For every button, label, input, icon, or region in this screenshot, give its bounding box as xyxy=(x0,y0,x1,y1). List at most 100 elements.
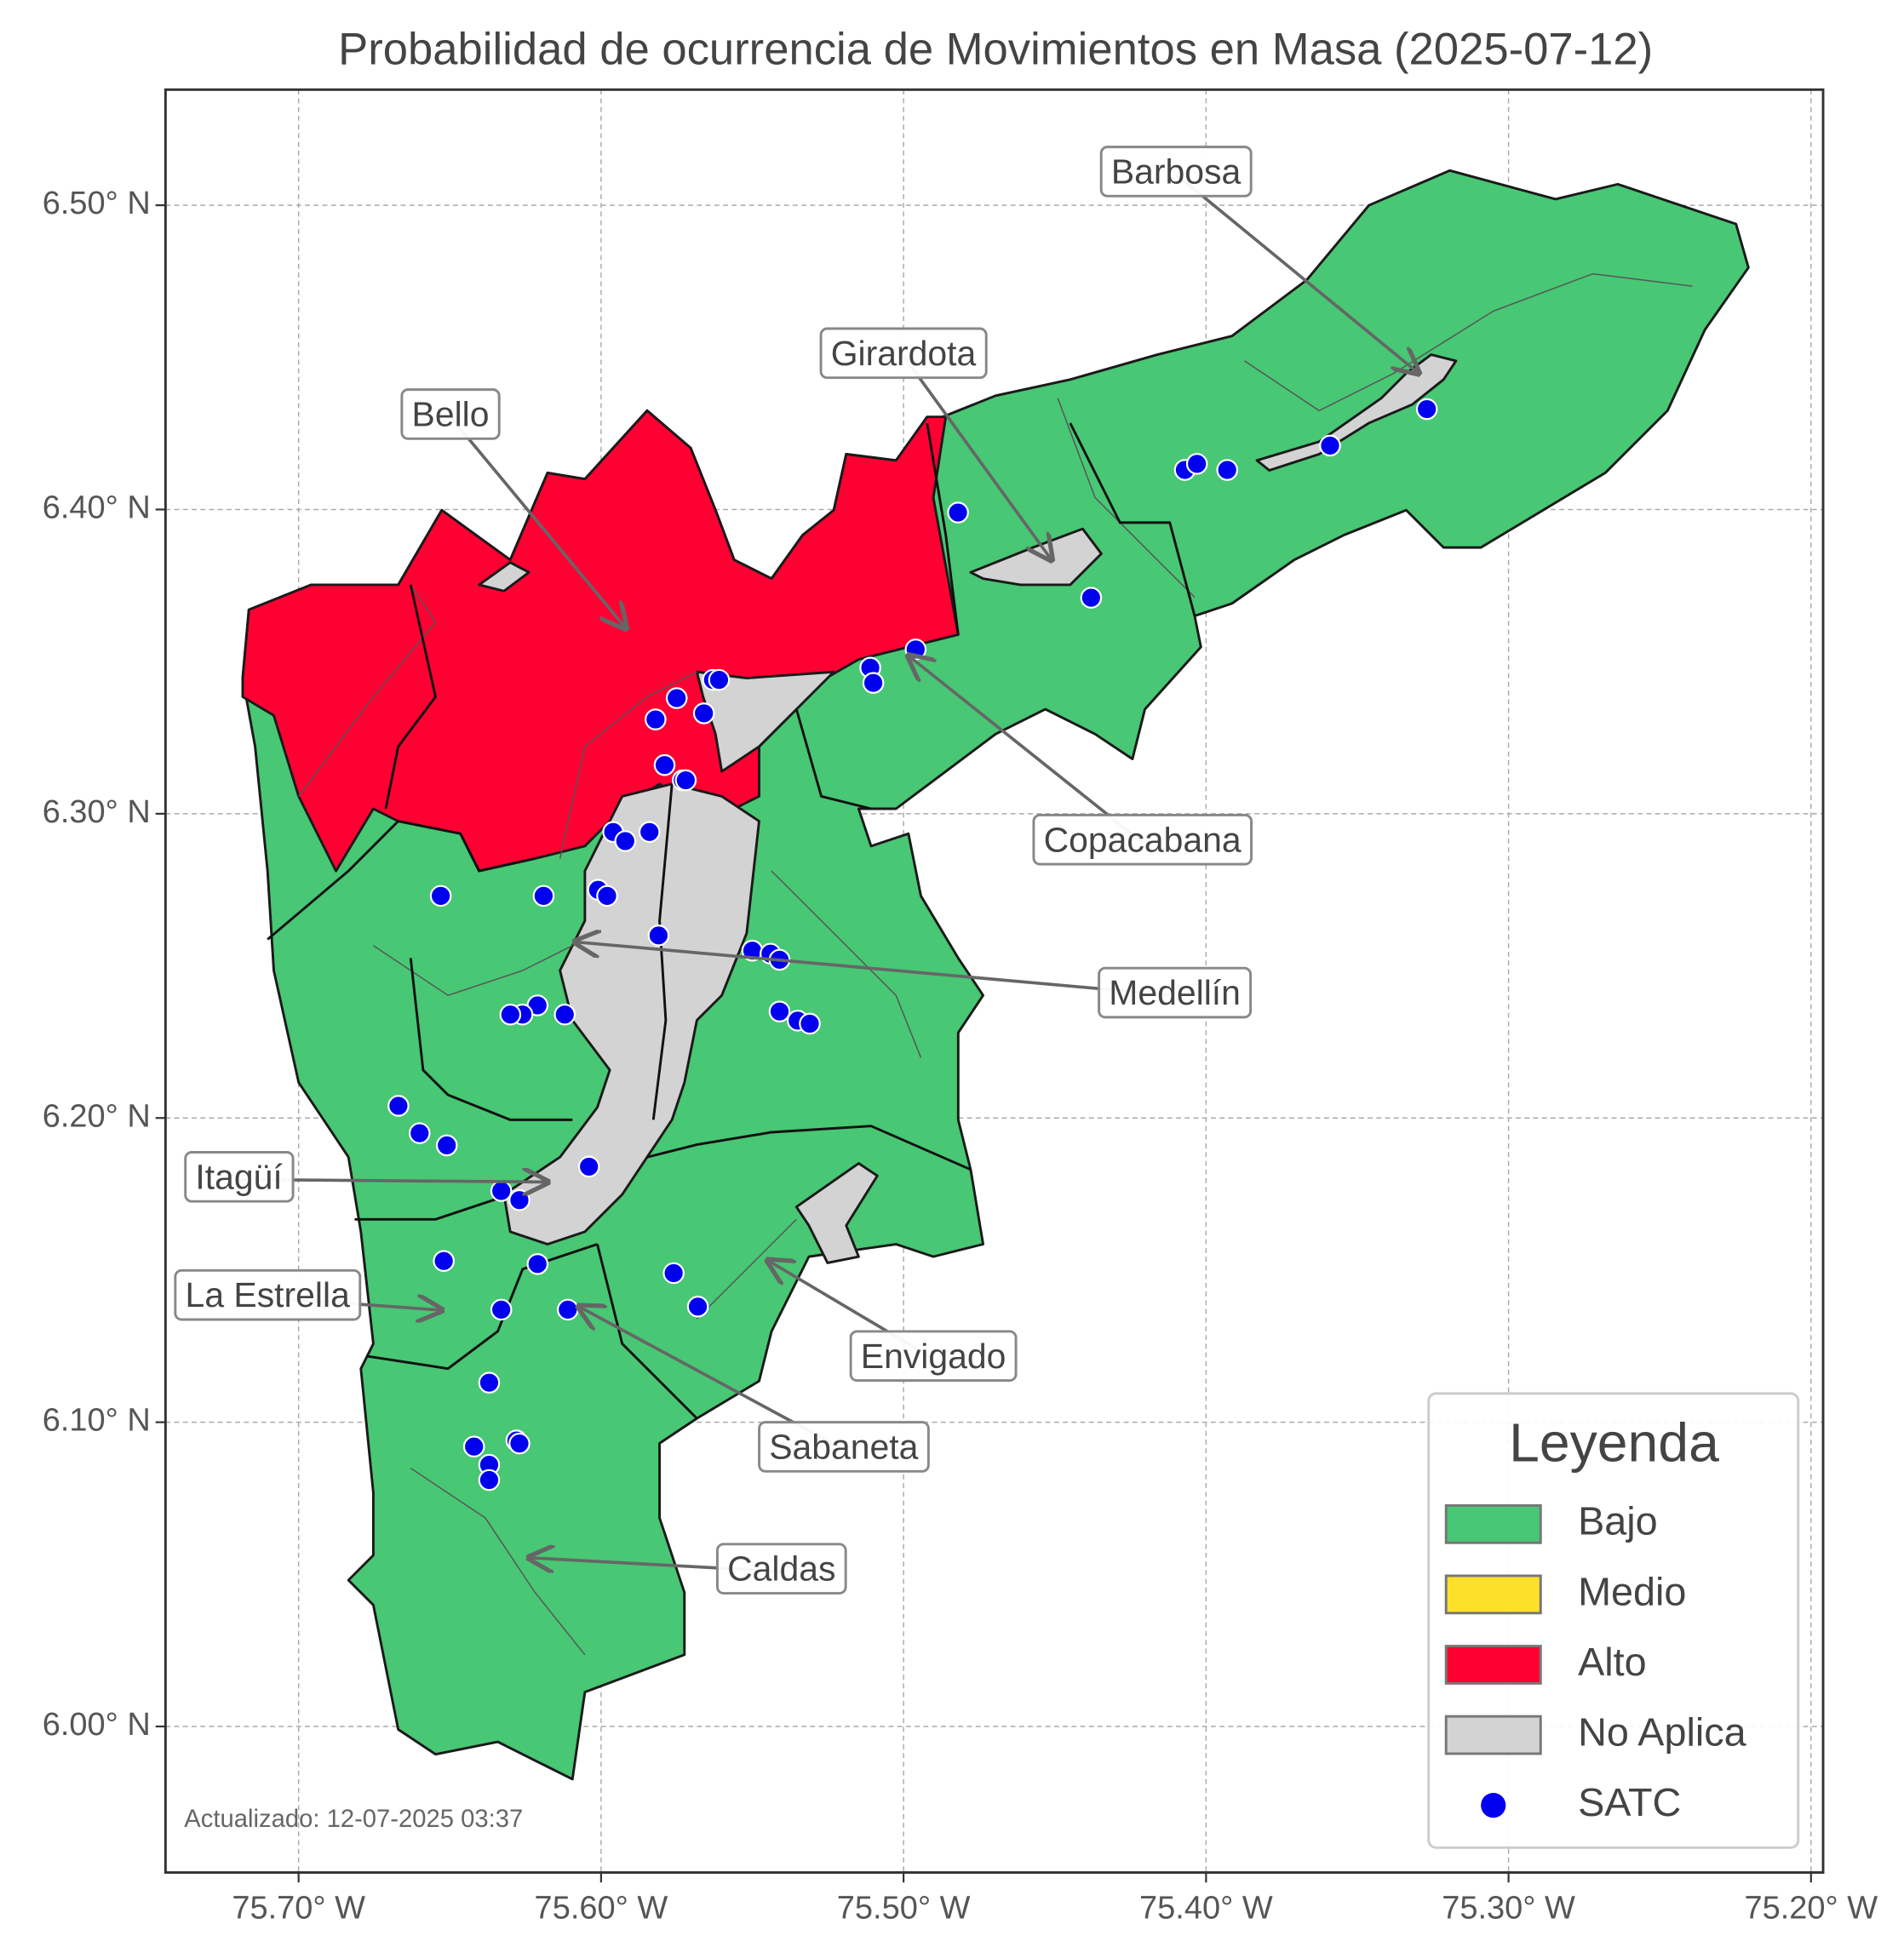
boundary xyxy=(298,584,437,797)
legend-label: Alto xyxy=(1578,1640,1647,1684)
legend-swatch xyxy=(1444,1645,1542,1685)
annotation: Bello xyxy=(400,388,626,628)
boundary xyxy=(771,870,922,1058)
boundary xyxy=(696,1218,797,1320)
satc-point xyxy=(508,1188,530,1211)
annotation-label: Medellín xyxy=(1109,973,1241,1012)
satc-point xyxy=(429,885,452,908)
x-tick-label: 75.60° W xyxy=(535,1890,668,1926)
satc-point xyxy=(799,1012,821,1035)
satc-point xyxy=(662,1262,685,1285)
y-tick-label: 6.10° N xyxy=(43,1403,151,1439)
annotation-label: Barbosa xyxy=(1111,152,1242,191)
satc-point xyxy=(686,1296,709,1318)
satc-point xyxy=(532,885,555,908)
annotation-arrow xyxy=(909,656,1144,844)
annotation-box xyxy=(1098,966,1253,1019)
satc-point xyxy=(614,830,637,852)
legend-label: Medio xyxy=(1578,1569,1686,1613)
boundary xyxy=(1244,272,1693,412)
satc-point xyxy=(647,925,670,947)
satc-point xyxy=(653,753,676,776)
annotation-box xyxy=(1099,146,1253,198)
satc-point xyxy=(674,769,697,792)
legend-swatch xyxy=(1444,1715,1542,1755)
annotation-arrow xyxy=(575,942,1175,998)
annotation-box xyxy=(184,1151,295,1203)
annotation-box xyxy=(400,388,501,440)
boundary xyxy=(1057,398,1196,598)
legend-title: Leyenda xyxy=(1509,1412,1719,1474)
annotation: Copacabana xyxy=(909,656,1253,866)
municipal-border xyxy=(267,820,536,941)
annotation-label: Girardota xyxy=(831,334,977,373)
satc-point xyxy=(478,1371,501,1394)
annotation: Itagüí xyxy=(184,1151,548,1203)
boundary xyxy=(410,1467,586,1656)
legend-label: No Aplica xyxy=(1578,1709,1746,1754)
satc-point xyxy=(508,1432,530,1455)
x-tick-label: 75.70° W xyxy=(232,1890,365,1926)
annotation-label: Caldas xyxy=(727,1549,835,1589)
annotation-arrow xyxy=(902,354,1052,560)
region-no-aplica xyxy=(1255,353,1458,472)
municipal-border xyxy=(926,422,960,635)
satc-point xyxy=(490,1180,513,1202)
municipal-border xyxy=(1069,422,1196,616)
municipal-border xyxy=(651,783,674,1120)
y-tick-label: 6.30° N xyxy=(43,794,151,830)
annotation: Girardota xyxy=(819,327,1052,560)
legend-marker xyxy=(1481,1793,1506,1818)
map-title: Probabilidad de ocurrencia de Movimiento… xyxy=(338,24,1653,74)
annotation: Sabaneta xyxy=(579,1307,930,1473)
satc-point xyxy=(490,1298,513,1321)
legend-swatch xyxy=(1444,1503,1542,1544)
regions xyxy=(241,169,1750,1781)
satc-point xyxy=(387,1095,410,1117)
municipal-border xyxy=(646,1125,972,1171)
satc-point xyxy=(1185,453,1208,475)
satc-point xyxy=(1415,398,1438,421)
annotation-label: La Estrella xyxy=(186,1275,351,1314)
legend-label: SATC xyxy=(1578,1780,1681,1824)
legend: Leyenda Bajo Medio Alto No Aplica SATC xyxy=(1427,1392,1800,1849)
satc-point xyxy=(462,1435,485,1457)
annotation-box xyxy=(715,1543,847,1595)
annotations: Barbosa Girardota Bello Copacabana Medellín I… xyxy=(174,146,1419,1595)
y-tick-label: 6.50° N xyxy=(43,186,151,221)
satc-point xyxy=(526,1252,549,1275)
satc-point xyxy=(499,1003,522,1026)
y-tick-label: 6.00° N xyxy=(43,1707,151,1743)
satc-point xyxy=(708,668,731,691)
y-tick-label: 6.20° N xyxy=(43,1098,151,1134)
annotation: Barbosa xyxy=(1099,146,1419,374)
annotation-box xyxy=(849,1330,1018,1383)
annotation-arrow xyxy=(449,415,626,628)
municipal-border xyxy=(596,1244,698,1420)
annotation-arrow xyxy=(1174,173,1419,374)
satc-points xyxy=(387,398,1438,1492)
satc-point xyxy=(768,1000,791,1022)
region-no-aplica xyxy=(478,561,530,593)
annotation-label: Envigado xyxy=(861,1337,1006,1376)
satc-point xyxy=(557,1298,579,1321)
municipal-border xyxy=(794,708,872,810)
annotation: Medellín xyxy=(575,942,1253,1019)
boundary xyxy=(373,945,573,997)
legend-swatch xyxy=(1444,1574,1542,1615)
satc-point xyxy=(665,687,688,709)
boundary xyxy=(559,671,697,859)
satc-point xyxy=(433,1250,455,1272)
x-tick-label: 75.40° W xyxy=(1139,1890,1273,1926)
x-tick-label: 75.20° W xyxy=(1744,1890,1878,1926)
annotation: Envigado xyxy=(768,1261,1018,1383)
annotation-label: Itagüí xyxy=(195,1157,283,1196)
annotation: Caldas xyxy=(529,1543,847,1595)
satc-point xyxy=(1080,587,1103,609)
satc-point xyxy=(435,1134,458,1157)
satc-point xyxy=(596,885,618,908)
annotation-box xyxy=(758,1421,930,1473)
satc-point xyxy=(1216,459,1239,481)
